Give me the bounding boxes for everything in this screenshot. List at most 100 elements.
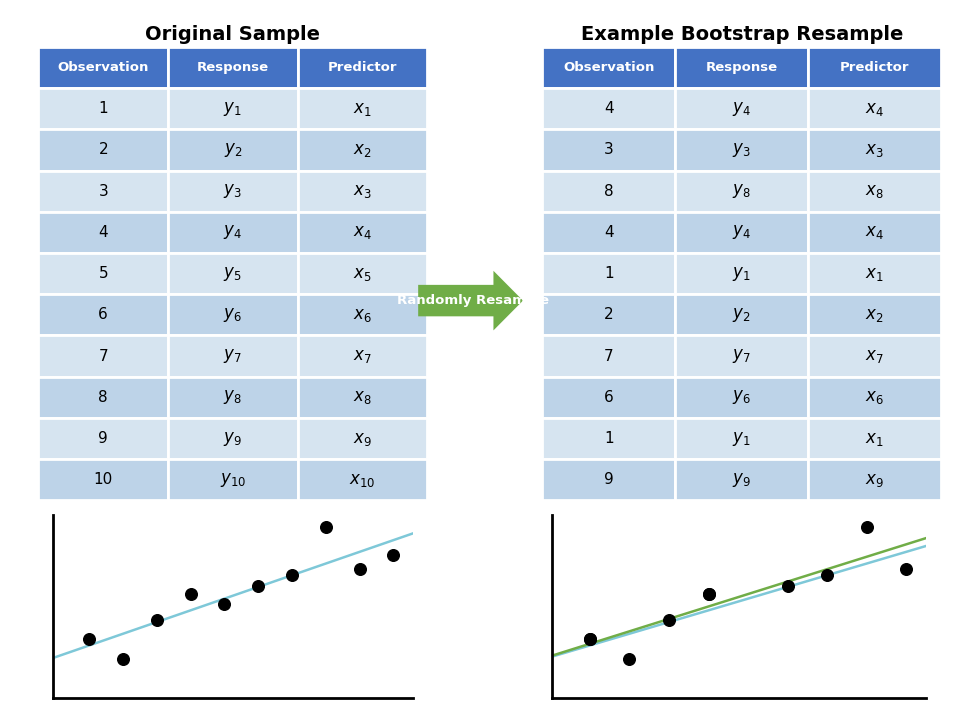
Text: $y_3$: $y_3$ — [224, 182, 242, 200]
Text: $x_4$: $x_4$ — [865, 99, 884, 117]
Bar — [38, 88, 168, 130]
Text: $x_8$: $x_8$ — [865, 182, 884, 200]
Point — [318, 522, 333, 534]
Point — [820, 569, 835, 580]
Bar — [808, 459, 941, 500]
Bar — [38, 418, 168, 459]
Bar — [38, 377, 168, 418]
Bar — [542, 47, 675, 88]
Point — [661, 614, 677, 626]
Bar — [675, 377, 808, 418]
Point — [701, 588, 716, 600]
Point — [583, 634, 598, 645]
Bar — [168, 47, 298, 88]
Point — [115, 653, 131, 665]
Text: $x_3$: $x_3$ — [353, 182, 372, 200]
Bar — [542, 171, 675, 212]
Text: $y_6$: $y_6$ — [732, 388, 751, 406]
Bar — [298, 130, 427, 171]
Text: $y_6$: $y_6$ — [224, 306, 242, 324]
Text: $x_7$: $x_7$ — [865, 347, 884, 365]
Text: $y_7$: $y_7$ — [732, 347, 751, 365]
Text: 1: 1 — [604, 431, 613, 446]
Text: $x_5$: $x_5$ — [353, 264, 372, 282]
Text: $y_7$: $y_7$ — [224, 347, 242, 365]
Bar — [675, 130, 808, 171]
Text: 8: 8 — [98, 390, 108, 405]
Text: 10: 10 — [93, 472, 113, 487]
Bar — [542, 253, 675, 294]
Text: 6: 6 — [604, 390, 613, 405]
Text: 4: 4 — [98, 225, 108, 240]
Point — [82, 634, 97, 645]
Point — [386, 549, 401, 561]
Text: $y_1$: $y_1$ — [732, 264, 751, 282]
Bar — [298, 212, 427, 253]
Bar — [38, 294, 168, 336]
Bar — [808, 377, 941, 418]
Text: 3: 3 — [604, 143, 613, 158]
Text: Response: Response — [197, 61, 269, 74]
Text: $x_1$: $x_1$ — [865, 264, 884, 282]
Bar — [38, 130, 168, 171]
Text: Predictor: Predictor — [327, 61, 397, 74]
Bar — [542, 212, 675, 253]
Text: $x_2$: $x_2$ — [353, 141, 372, 159]
Text: Original Sample: Original Sample — [145, 25, 320, 44]
Bar — [298, 294, 427, 336]
Bar — [168, 294, 298, 336]
Point — [149, 614, 164, 626]
Bar — [298, 418, 427, 459]
Bar — [38, 253, 168, 294]
Bar — [298, 47, 427, 88]
Text: 2: 2 — [604, 307, 613, 323]
Bar — [808, 47, 941, 88]
Text: $x_8$: $x_8$ — [353, 388, 372, 406]
Text: 5: 5 — [98, 266, 108, 281]
Bar — [542, 88, 675, 130]
Text: 1: 1 — [604, 266, 613, 281]
Bar — [808, 88, 941, 130]
Text: Example Bootstrap Resample: Example Bootstrap Resample — [581, 25, 903, 44]
Bar — [38, 212, 168, 253]
Bar — [808, 253, 941, 294]
Text: $y_4$: $y_4$ — [224, 223, 242, 241]
Text: 7: 7 — [98, 348, 108, 364]
Text: $y_8$: $y_8$ — [732, 182, 751, 200]
Bar — [675, 88, 808, 130]
Bar — [168, 253, 298, 294]
Bar — [168, 459, 298, 500]
Bar — [675, 212, 808, 253]
Text: $x_1$: $x_1$ — [353, 99, 372, 117]
Bar — [168, 212, 298, 253]
Bar — [38, 459, 168, 500]
Bar — [298, 336, 427, 377]
Text: $y_4$: $y_4$ — [732, 223, 751, 241]
Text: Observation: Observation — [564, 61, 655, 74]
Text: $x_6$: $x_6$ — [353, 306, 372, 324]
Bar — [542, 294, 675, 336]
Bar — [808, 418, 941, 459]
Text: 9: 9 — [98, 431, 108, 446]
Point — [622, 653, 637, 665]
Bar — [542, 459, 675, 500]
Point — [183, 588, 199, 600]
Bar — [542, 130, 675, 171]
Text: Response: Response — [706, 61, 778, 74]
Text: $x_4$: $x_4$ — [353, 223, 372, 241]
Point — [352, 563, 368, 575]
Text: $x_3$: $x_3$ — [865, 141, 884, 159]
Bar — [168, 171, 298, 212]
Text: 1: 1 — [98, 101, 108, 116]
Text: $x_1$: $x_1$ — [865, 430, 884, 448]
Point — [217, 598, 232, 610]
Text: 4: 4 — [604, 225, 613, 240]
Text: $x_2$: $x_2$ — [865, 306, 883, 324]
Bar — [542, 418, 675, 459]
Text: $y_3$: $y_3$ — [732, 141, 751, 159]
Bar — [298, 377, 427, 418]
Text: 9: 9 — [604, 472, 613, 487]
Bar — [298, 171, 427, 212]
Text: $y_1$: $y_1$ — [732, 430, 751, 448]
Bar — [808, 212, 941, 253]
